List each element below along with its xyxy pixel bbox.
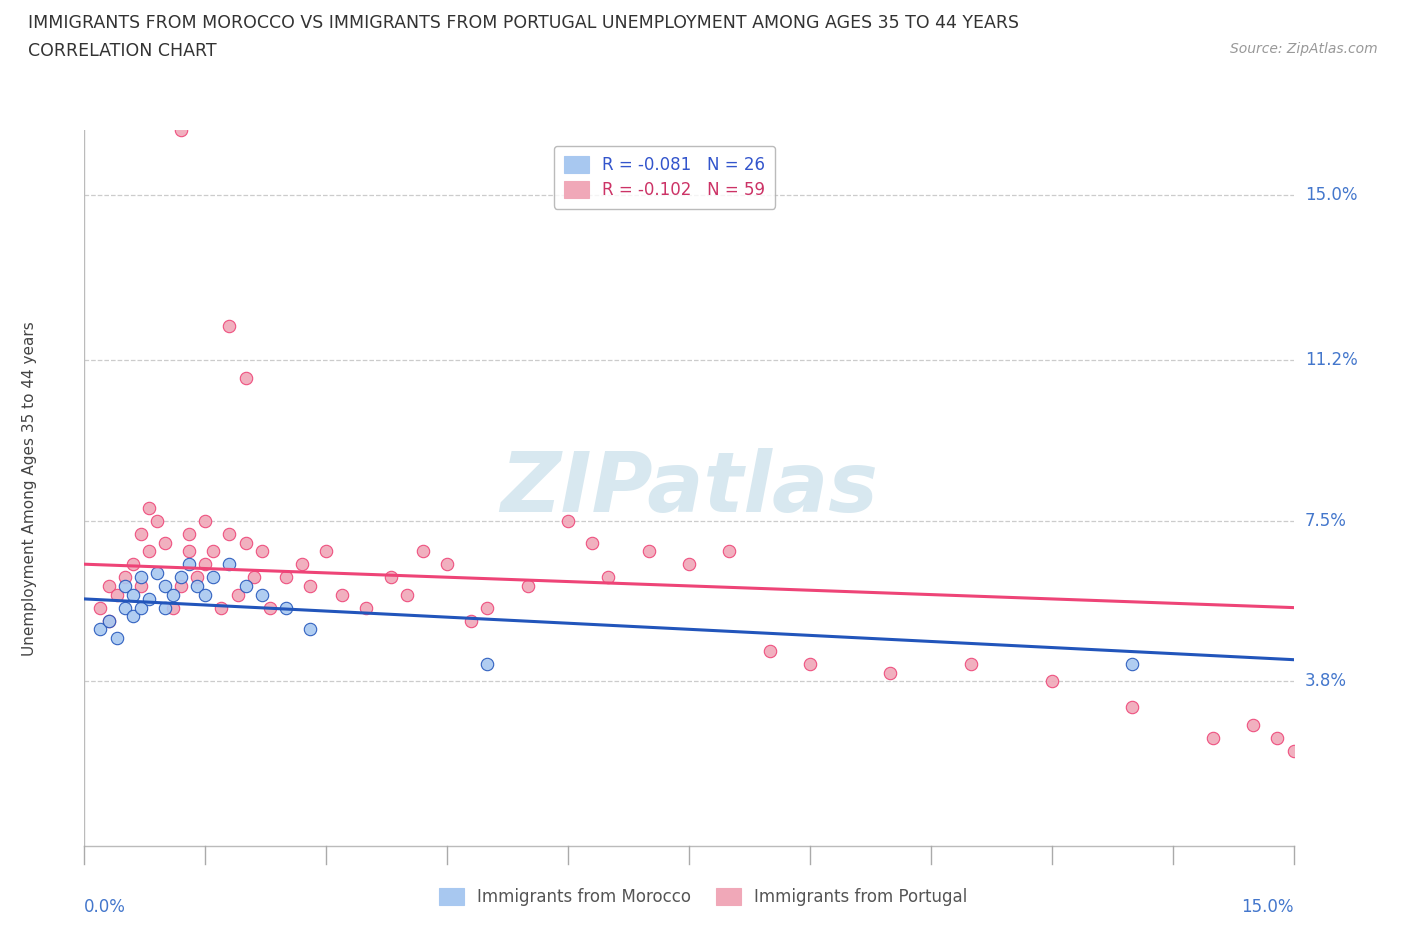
- Point: [202, 570, 225, 585]
- Text: CORRELATION CHART: CORRELATION CHART: [28, 42, 217, 60]
- Point: [250, 587, 273, 602]
- Point: [138, 500, 160, 515]
- Point: [581, 535, 603, 550]
- Point: [395, 587, 418, 602]
- Point: [97, 613, 120, 628]
- Point: [129, 526, 152, 541]
- Point: [89, 600, 111, 615]
- Text: 0.0%: 0.0%: [84, 898, 127, 916]
- Point: [170, 570, 193, 585]
- Point: [114, 600, 136, 615]
- Point: [516, 578, 538, 593]
- Point: [114, 578, 136, 593]
- Point: [1267, 730, 1289, 745]
- Point: [146, 565, 169, 580]
- Text: ZIPatlas: ZIPatlas: [501, 447, 877, 529]
- Point: [194, 587, 217, 602]
- Point: [250, 544, 273, 559]
- Point: [170, 578, 193, 593]
- Point: [129, 600, 152, 615]
- Point: [186, 570, 208, 585]
- Point: [299, 578, 322, 593]
- Point: [1121, 657, 1143, 671]
- Point: [477, 600, 499, 615]
- Point: [235, 578, 257, 593]
- Point: [799, 657, 821, 671]
- Point: [274, 600, 297, 615]
- Point: [1282, 743, 1305, 758]
- Point: [179, 526, 201, 541]
- Point: [89, 622, 111, 637]
- Point: [121, 609, 143, 624]
- Point: [153, 535, 176, 550]
- Legend: R = -0.081   N = 26, R = -0.102   N = 59: R = -0.081 N = 26, R = -0.102 N = 59: [554, 146, 776, 208]
- Point: [105, 587, 128, 602]
- Point: [129, 570, 152, 585]
- Point: [678, 557, 700, 572]
- Point: [179, 557, 201, 572]
- Point: [138, 544, 160, 559]
- Point: [218, 318, 240, 333]
- Point: [960, 657, 983, 671]
- Point: [162, 600, 184, 615]
- Text: 15.0%: 15.0%: [1305, 186, 1357, 205]
- Text: Source: ZipAtlas.com: Source: ZipAtlas.com: [1230, 42, 1378, 56]
- Point: [1040, 674, 1063, 689]
- Text: IMMIGRANTS FROM MOROCCO VS IMMIGRANTS FROM PORTUGAL UNEMPLOYMENT AMONG AGES 35 T: IMMIGRANTS FROM MOROCCO VS IMMIGRANTS FR…: [28, 14, 1019, 32]
- Point: [121, 557, 143, 572]
- Point: [162, 587, 184, 602]
- Point: [879, 665, 901, 680]
- Point: [1202, 730, 1225, 745]
- Point: [114, 570, 136, 585]
- Legend: Immigrants from Morocco, Immigrants from Portugal: Immigrants from Morocco, Immigrants from…: [432, 881, 974, 912]
- Point: [380, 570, 402, 585]
- Point: [153, 600, 176, 615]
- Point: [97, 578, 120, 593]
- Point: [105, 631, 128, 645]
- Point: [235, 370, 257, 385]
- Point: [557, 513, 579, 528]
- Point: [202, 544, 225, 559]
- Point: [356, 600, 378, 615]
- Point: [758, 644, 780, 658]
- Point: [718, 544, 741, 559]
- Point: [274, 570, 297, 585]
- Point: [477, 657, 499, 671]
- Point: [153, 578, 176, 593]
- Point: [436, 557, 458, 572]
- Point: [218, 526, 240, 541]
- Point: [138, 591, 160, 606]
- Point: [242, 570, 264, 585]
- Point: [146, 513, 169, 528]
- Point: [460, 613, 482, 628]
- Point: [299, 622, 322, 637]
- Point: [186, 578, 208, 593]
- Text: 7.5%: 7.5%: [1305, 512, 1347, 530]
- Point: [121, 587, 143, 602]
- Point: [291, 557, 314, 572]
- Point: [315, 544, 337, 559]
- Point: [194, 557, 217, 572]
- Point: [235, 535, 257, 550]
- Point: [218, 557, 240, 572]
- Point: [412, 544, 434, 559]
- Text: Unemployment Among Ages 35 to 44 years: Unemployment Among Ages 35 to 44 years: [22, 321, 38, 656]
- Point: [170, 123, 193, 138]
- Point: [1241, 717, 1264, 732]
- Point: [209, 600, 232, 615]
- Point: [259, 600, 281, 615]
- Point: [129, 578, 152, 593]
- Text: 15.0%: 15.0%: [1241, 898, 1294, 916]
- Point: [1121, 700, 1143, 715]
- Text: 3.8%: 3.8%: [1305, 672, 1347, 690]
- Point: [330, 587, 353, 602]
- Point: [226, 587, 249, 602]
- Point: [194, 513, 217, 528]
- Point: [598, 570, 620, 585]
- Point: [97, 613, 120, 628]
- Text: 11.2%: 11.2%: [1305, 352, 1357, 369]
- Point: [637, 544, 659, 559]
- Point: [179, 544, 201, 559]
